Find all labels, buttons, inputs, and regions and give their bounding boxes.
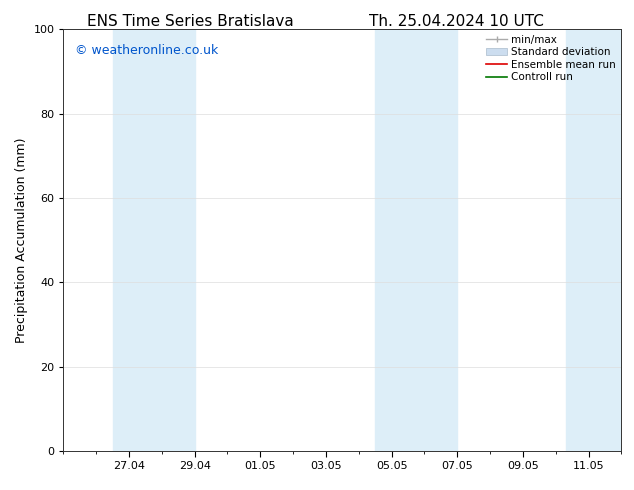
Y-axis label: Precipitation Accumulation (mm): Precipitation Accumulation (mm) xyxy=(15,137,28,343)
Bar xyxy=(113,29,195,451)
Text: © weatheronline.co.uk: © weatheronline.co.uk xyxy=(75,44,218,57)
Text: ENS Time Series Bratislava: ENS Time Series Bratislava xyxy=(87,14,294,29)
Legend: min/max, Standard deviation, Ensemble mean run, Controll run: min/max, Standard deviation, Ensemble me… xyxy=(484,32,618,84)
Bar xyxy=(375,29,457,451)
Text: Th. 25.04.2024 10 UTC: Th. 25.04.2024 10 UTC xyxy=(369,14,544,29)
Bar xyxy=(566,29,621,451)
